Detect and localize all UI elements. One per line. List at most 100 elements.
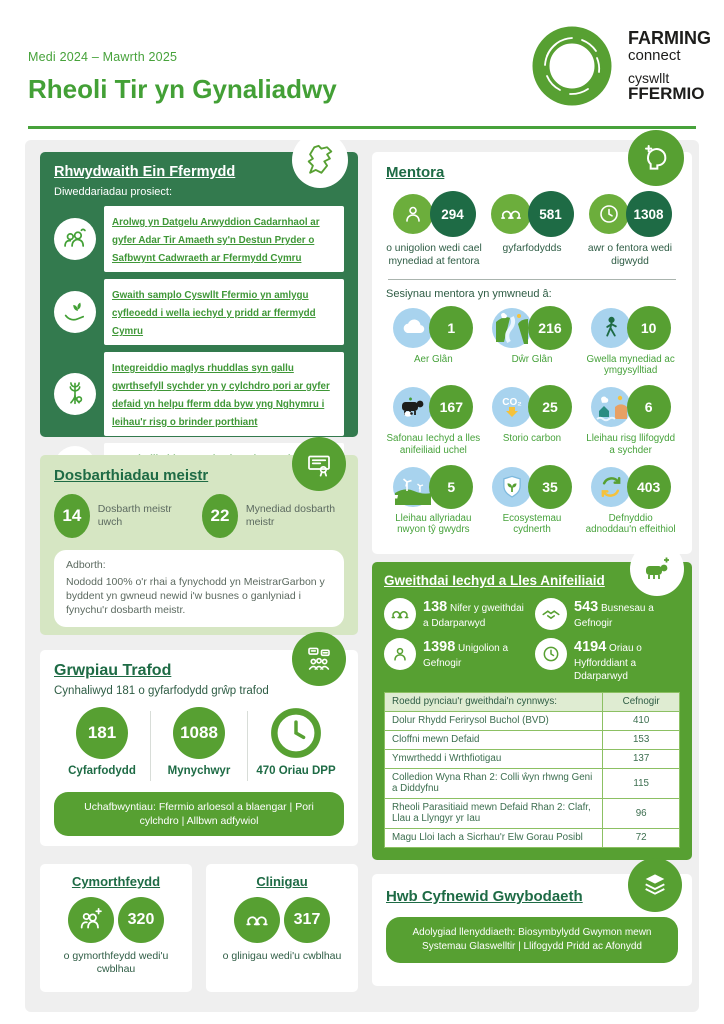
- table-row: Magu Lloi Iach a Sicrhau'r Elw Gorau Pos…: [383, 827, 680, 848]
- topic-cell: Cloffni mewn Defaid: [383, 729, 604, 750]
- masterclass-stat: 22 Mynediad dosbarth meistr: [202, 494, 344, 538]
- project-update-item: Gwaith samplo Cyswllt Ffermio yn amlygu …: [54, 279, 344, 345]
- network-subtitle: Diweddariadau prosiect:: [54, 186, 173, 198]
- value-cell: 115: [602, 767, 680, 799]
- project-update-link[interactable]: Gwaith samplo Cyswllt Ffermio yn amlygu …: [112, 290, 316, 337]
- table-row: Colledion Wyna Rhan 2: Colli ŵyn rhwng G…: [383, 767, 680, 799]
- stat-value: 22: [202, 494, 238, 538]
- masterclasses-title: Dosbarthiadau meistr: [54, 467, 209, 484]
- topic-cell: Rheoli Parasitiaid mewn Defaid Rhan 2: C…: [383, 797, 604, 829]
- value-cell: 72: [602, 827, 680, 848]
- workshop-stat: 4194 Oriau o Hyfforddiant a Ddarparwyd: [535, 638, 680, 683]
- session-value: 216: [527, 305, 572, 350]
- project-update-item: Arolwg yn Datgelu Arwyddion Cadarnhaol a…: [54, 206, 344, 272]
- clock-icon: [535, 638, 567, 670]
- table-row: Dolur Rhydd Ferirysol Buchol (BVD) 410: [383, 710, 680, 731]
- table-topic-header: Roedd pynciau'r gweithdai'n cynnwys:: [383, 691, 604, 712]
- person-plus-icon: [68, 897, 114, 943]
- session-value: 6: [626, 385, 671, 430]
- session-stat: 10 Gwella mynediad ac ymgysylltiad: [583, 305, 678, 378]
- resource-efficiency-icon: [590, 466, 631, 507]
- session-label: Lleihau risg llifogydd a sychder: [586, 433, 676, 456]
- flood-risk-icon: [590, 387, 631, 428]
- carbon-storage-icon: CO₂: [491, 387, 532, 428]
- knowledge-hub-box: Hwb Cyfnewid Gwybodaeth Adolygiad llenyd…: [372, 858, 692, 986]
- stat-label: 470 Oriau DPP: [256, 765, 336, 777]
- session-stat: 1 Aer Glân: [386, 305, 481, 378]
- topic-cell: Magu Lloi Iach a Sicrhau'r Elw Gorau Pos…: [383, 827, 604, 848]
- knowledge-hub-highlight: Adolygiad llenyddiaeth: Biosymbylydd Gwy…: [386, 917, 678, 963]
- project-update-item: Integreiddio maglys rhuddlas syn gallu g…: [54, 352, 344, 436]
- cow-plus-icon: [630, 542, 684, 596]
- stat-value: 138: [423, 599, 448, 615]
- feedback-text: Nododd 100% o'r rhai a fynychodd yn Meis…: [66, 576, 325, 617]
- stat-value: 543: [574, 599, 599, 615]
- topic-cell: Dolur Rhydd Ferirysol Buchol (BVD): [383, 710, 604, 731]
- mentoring-stat: 294 o unigolion wedi cael mynediad at fe…: [386, 191, 482, 269]
- logo-connect: connect: [628, 46, 681, 64]
- discussion-groups-title: Grwpiau Trafod: [54, 662, 172, 679]
- session-label: Aer Glân: [413, 353, 453, 365]
- two-people-icon: [490, 194, 531, 234]
- report-period: Medi 2024 – Mawrth 2025: [28, 50, 178, 64]
- mentoring-box: Mentora 294 o unigolion wedi cael mynedi…: [372, 130, 692, 554]
- session-label: Storio carbon: [502, 433, 562, 445]
- surgeries-title: Cymorthfeydd: [71, 874, 161, 889]
- session-stat: CO₂ 25 Storio carbon: [485, 385, 580, 457]
- stat-label: Mynychwyr: [167, 765, 231, 777]
- session-value: 35: [527, 464, 572, 509]
- masterclass-stat: 14 Dosbarth meistr uwch: [54, 494, 180, 538]
- stat-label: Dosbarth meistr uwch: [97, 502, 172, 528]
- stat-value: 1088: [173, 707, 225, 759]
- workshop-stat: 543 Busnesau a Gefnogir: [535, 598, 680, 630]
- session-value: 5: [429, 464, 474, 509]
- mentoring-stat: 581 gyfarfodydds: [484, 191, 580, 269]
- clinics-value: 317: [284, 897, 330, 943]
- certificate-icon: [292, 437, 346, 491]
- stat-value: 1308: [625, 191, 672, 237]
- mentoring-head-icon: [628, 130, 684, 186]
- table-row: Cloffni mewn Defaid 153: [383, 729, 680, 750]
- stat-value: 181: [76, 707, 128, 759]
- workshop-stat: 1398 Unigolion a Gefnogir: [384, 638, 529, 683]
- stat-divider: [247, 711, 248, 781]
- logo-ffermio: FFERMIO: [628, 84, 705, 104]
- person-icon: [392, 194, 433, 234]
- knowledge-hub-title: Hwb Cyfnewid Gwybodaeth: [386, 888, 583, 905]
- value-cell: 137: [602, 748, 680, 769]
- workshop-stat: 138 Nifer y gweithdai a Ddarparwyd: [384, 598, 529, 630]
- two-people-icon: [384, 598, 416, 630]
- clean-air-icon: [393, 307, 434, 348]
- animal-health-workshops-box: Gweithdai Iechyd a Lles Anifeiliaid 138 …: [372, 542, 692, 860]
- session-value: 1: [429, 305, 474, 350]
- table-value-header: Cefnogir: [602, 691, 680, 712]
- animal-health-icon: [393, 387, 434, 428]
- project-update-link[interactable]: Arolwg yn Datgelu Arwyddion Cadarnhaol a…: [112, 217, 320, 264]
- workshops-title: Gweithdai Iechyd a Lles Anifeiliaid: [384, 573, 605, 588]
- group-stat: 470 Oriau DPP: [250, 707, 342, 777]
- session-value: 403: [626, 464, 671, 509]
- feedback-heading: Adborth:: [66, 559, 106, 571]
- stacked-papers-icon: [628, 858, 682, 912]
- handshake-icon: [535, 598, 567, 630]
- topic-cell: Colledion Wyna Rhan 2: Colli ŵyn rhwng G…: [383, 767, 604, 799]
- discussion-groups-box: Grwpiau Trafod Cynhaliwyd 181 o gyfarfod…: [40, 632, 358, 846]
- stat-label: Oriau o Hyfforddiant a Ddarparwyd: [574, 643, 642, 682]
- discussion-group-icon: [292, 632, 346, 686]
- stat-label: Mynediad dosbarth meistr: [245, 502, 336, 528]
- session-value: 167: [429, 385, 474, 430]
- feedback-card: Adborth: Nododd 100% o'r rhai a fynychod…: [54, 550, 344, 627]
- clock-icon: [588, 194, 629, 234]
- topic-cell: Ymwrthedd i Wrthfiotigau: [383, 748, 604, 769]
- surgeries-value: 320: [118, 897, 164, 943]
- workshop-topics-table: Roedd pynciau'r gweithdai'n cynnwys: Cef…: [383, 691, 680, 848]
- stat-label: Nifer y gweithdai a Ddarparwyd: [423, 603, 524, 629]
- session-stat: 5 Lleihau allyriadau nwyon tŷ gwydrs: [386, 464, 481, 537]
- soil-sampling-icon: [54, 291, 96, 333]
- project-update-link[interactable]: Integreiddio maglys rhuddlas syn gallu g…: [112, 363, 330, 428]
- stat-label: Busnesau a Gefnogir: [574, 603, 654, 629]
- session-stat: 216 Dŵr Glân: [485, 305, 580, 378]
- wales-map-icon: [292, 132, 348, 188]
- clinics-box: Clinigau 317 o glinigau wedi'u cwblhau: [206, 864, 358, 992]
- stat-value: 581: [527, 191, 574, 237]
